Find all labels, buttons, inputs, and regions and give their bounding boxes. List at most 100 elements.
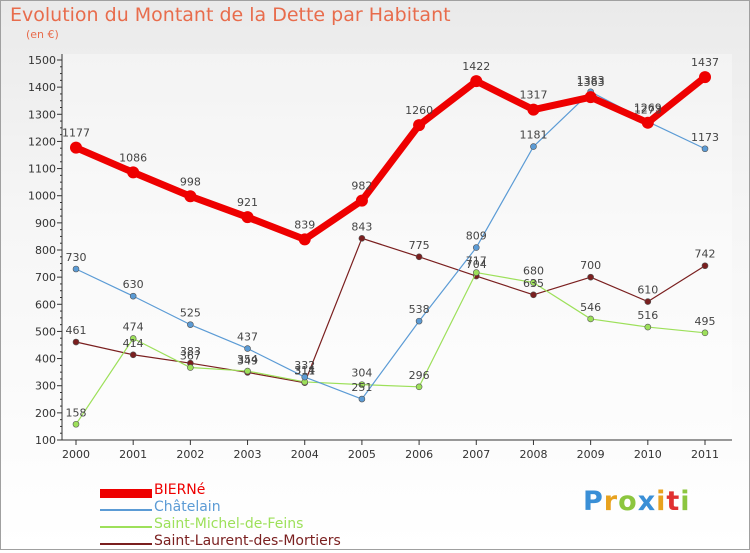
chart-subtitle: (en €) — [26, 28, 59, 41]
y-tick-label: 700 — [35, 271, 56, 284]
y-tick-label: 1300 — [28, 108, 56, 121]
y-tick-label: 900 — [35, 217, 56, 230]
data-point — [699, 71, 711, 84]
data-label: 1260 — [405, 104, 433, 117]
data-label: 921 — [237, 196, 258, 209]
data-label: 437 — [237, 331, 258, 344]
data-label: 1177 — [62, 127, 90, 140]
data-label: 809 — [466, 230, 487, 243]
data-label: 717 — [466, 255, 487, 268]
data-point — [187, 321, 194, 328]
x-tick-label: 2011 — [691, 448, 719, 461]
legend-label: Saint-Laurent-des-Mortiers — [154, 533, 341, 549]
data-point — [415, 253, 423, 261]
y-tick-label: 1000 — [28, 190, 56, 203]
data-label: 742 — [695, 248, 716, 261]
x-tick-label: 2007 — [462, 448, 490, 461]
data-label: 982 — [351, 180, 372, 193]
data-point — [127, 166, 140, 179]
logo-letter: i — [656, 486, 667, 517]
series-line-2 — [75, 271, 706, 425]
y-tick-label: 300 — [35, 380, 56, 393]
x-tick-label: 2005 — [348, 448, 376, 461]
data-label: 311 — [294, 365, 315, 378]
data-label: 354 — [237, 353, 258, 366]
data-label: 367 — [180, 350, 201, 363]
x-tick-label: 2000 — [62, 448, 90, 461]
data-point — [641, 116, 654, 129]
data-label: 704 — [466, 258, 487, 271]
data-point — [187, 364, 194, 371]
data-point — [644, 323, 652, 331]
y-tick-label: 1400 — [28, 81, 56, 94]
data-label: 700 — [580, 259, 601, 272]
data-point — [472, 244, 480, 251]
logo-letter: x — [637, 486, 657, 517]
data-point — [355, 194, 368, 207]
data-label: 474 — [123, 320, 144, 333]
data-label: 1269 — [634, 102, 662, 115]
data-point — [241, 211, 254, 224]
data-point — [527, 103, 540, 116]
data-point — [470, 75, 483, 88]
y-tick-label: 100 — [35, 434, 56, 447]
data-label: 332 — [294, 359, 315, 372]
data-label: 1383 — [577, 74, 605, 87]
logo-letter: i — [680, 486, 691, 517]
data-label: 775 — [409, 239, 430, 252]
data-point — [701, 145, 709, 153]
logo-letter: o — [618, 486, 638, 517]
data-label: 635 — [523, 277, 544, 290]
data-point — [129, 292, 137, 300]
data-point — [415, 317, 423, 325]
x-tick-label: 2006 — [405, 448, 433, 461]
data-point — [472, 269, 480, 276]
x-tick-label: 2002 — [176, 448, 204, 461]
data-label: 349 — [237, 354, 258, 367]
data-label: 1181 — [519, 129, 547, 142]
data-label: 1422 — [462, 60, 490, 73]
data-point — [244, 367, 251, 375]
legend-label: BIERNé — [154, 482, 206, 498]
y-tick-label: 1100 — [28, 163, 56, 176]
data-point — [530, 279, 537, 286]
data-label: 680 — [523, 265, 544, 278]
x-tick-label: 2010 — [634, 448, 662, 461]
data-point — [587, 315, 594, 323]
data-label: 998 — [180, 175, 201, 188]
data-point — [587, 273, 594, 281]
data-label: 251 — [351, 381, 372, 394]
data-point — [184, 190, 197, 203]
x-tick-label: 2008 — [519, 448, 547, 461]
legend-label: Châtelain — [154, 499, 221, 515]
legend-swatch — [100, 526, 152, 528]
data-label: 1437 — [691, 56, 719, 69]
logo-letter: P — [583, 486, 604, 517]
logo-letter: t — [666, 486, 681, 517]
series-line-3 — [75, 237, 706, 384]
proxiti-logo: Proxiti — [583, 486, 691, 517]
data-point — [530, 143, 537, 150]
y-tick-label: 1200 — [28, 135, 56, 148]
y-tick-label: 600 — [35, 298, 56, 311]
data-point — [129, 335, 137, 342]
plot-area — [62, 54, 732, 440]
data-point — [644, 298, 652, 305]
y-tick-label: 800 — [35, 244, 56, 257]
data-point — [244, 345, 251, 352]
data-point — [530, 291, 537, 299]
data-label: 314 — [294, 364, 315, 377]
data-label: 1086 — [119, 151, 147, 164]
data-label: 546 — [580, 301, 601, 314]
y-tick-label: 500 — [35, 325, 56, 338]
data-label: 296 — [409, 369, 430, 382]
data-point — [298, 233, 311, 246]
data-point — [358, 395, 366, 403]
data-point — [70, 141, 82, 154]
data-label: 383 — [180, 345, 201, 358]
data-label: 630 — [123, 278, 144, 291]
data-point — [413, 119, 426, 132]
y-tick-label: 200 — [35, 407, 56, 420]
data-label: 1173 — [691, 131, 719, 144]
